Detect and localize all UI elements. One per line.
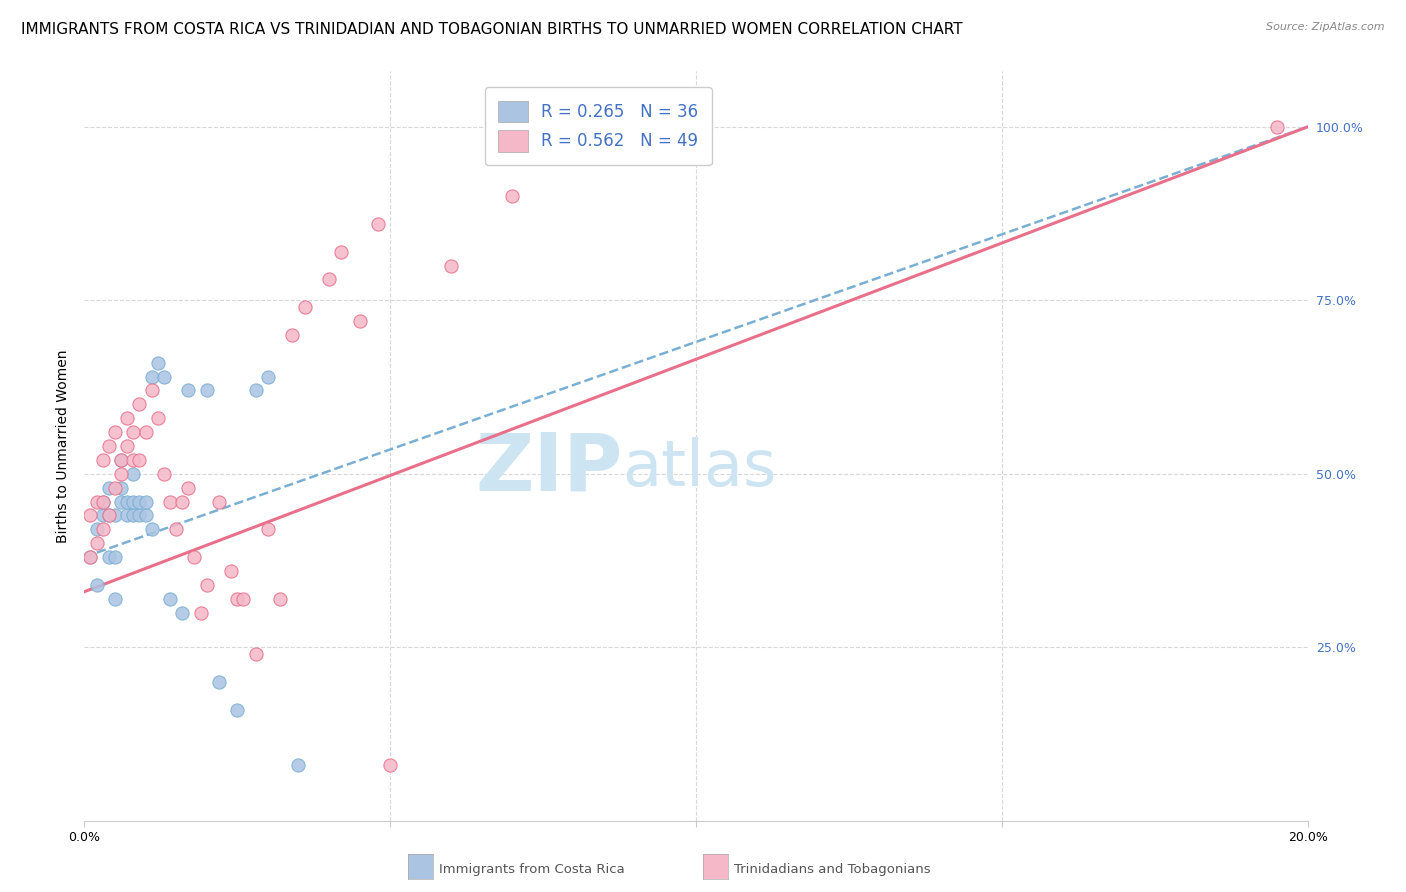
Point <box>97 549 120 564</box>
Point <box>159 591 181 606</box>
Point <box>122 453 145 467</box>
Point <box>128 494 150 508</box>
Point <box>122 494 145 508</box>
Point <box>269 591 291 606</box>
Point <box>165 522 187 536</box>
Text: ZIP: ZIP <box>475 429 623 508</box>
Point <box>115 411 138 425</box>
Point <box>146 356 169 370</box>
Point <box>86 522 108 536</box>
Point <box>135 494 157 508</box>
Point <box>104 549 127 564</box>
Point <box>141 369 163 384</box>
Point <box>110 494 132 508</box>
Point <box>86 578 108 592</box>
Point <box>104 425 127 439</box>
Point <box>128 453 150 467</box>
Point <box>654 134 676 148</box>
Point <box>115 508 138 523</box>
Point <box>624 147 647 161</box>
Point <box>177 384 200 398</box>
Point <box>146 411 169 425</box>
Point <box>135 425 157 439</box>
Point <box>97 508 120 523</box>
Point <box>153 467 176 481</box>
Point <box>257 522 280 536</box>
Point <box>219 564 242 578</box>
Point <box>91 522 114 536</box>
Point <box>110 453 132 467</box>
Point <box>172 494 194 508</box>
Point <box>86 536 108 550</box>
Point <box>91 494 114 508</box>
Point <box>79 508 101 523</box>
Point <box>91 453 114 467</box>
Point <box>115 494 138 508</box>
Point <box>172 606 194 620</box>
Point <box>110 453 132 467</box>
Point <box>380 758 402 772</box>
Point <box>135 508 157 523</box>
Point <box>440 259 463 273</box>
Text: Source: ZipAtlas.com: Source: ZipAtlas.com <box>1267 22 1385 32</box>
Point <box>128 397 150 411</box>
Point <box>281 328 304 343</box>
Point <box>86 494 108 508</box>
Point <box>97 481 120 495</box>
Point <box>104 481 127 495</box>
Point <box>195 384 218 398</box>
Point <box>349 314 371 328</box>
Point <box>245 647 267 661</box>
Point <box>110 481 132 495</box>
Point <box>97 439 120 453</box>
Point <box>91 494 114 508</box>
Point <box>294 300 316 314</box>
Point <box>208 494 231 508</box>
Point <box>190 606 212 620</box>
Point <box>177 481 200 495</box>
Point <box>122 467 145 481</box>
Point <box>195 578 218 592</box>
Point <box>153 369 176 384</box>
Point <box>128 508 150 523</box>
Point <box>110 467 132 481</box>
Point <box>245 384 267 398</box>
Y-axis label: Births to Unmarried Women: Births to Unmarried Women <box>56 350 70 542</box>
Point <box>91 508 114 523</box>
Point <box>330 244 353 259</box>
Point <box>226 703 249 717</box>
Point <box>97 508 120 523</box>
Point <box>1265 120 1288 134</box>
Point <box>159 494 181 508</box>
Text: Immigrants from Costa Rica: Immigrants from Costa Rica <box>439 863 624 876</box>
Point <box>183 549 205 564</box>
Point <box>115 439 138 453</box>
Point <box>367 217 389 231</box>
Point <box>141 384 163 398</box>
Point <box>104 508 127 523</box>
Point <box>502 189 524 203</box>
Point <box>141 522 163 536</box>
Point <box>208 674 231 689</box>
Text: Trinidadians and Tobagonians: Trinidadians and Tobagonians <box>734 863 931 876</box>
Point <box>79 549 101 564</box>
Point <box>318 272 340 286</box>
Point <box>122 425 145 439</box>
Point <box>287 758 309 772</box>
Point <box>226 591 249 606</box>
Text: IMMIGRANTS FROM COSTA RICA VS TRINIDADIAN AND TOBAGONIAN BIRTHS TO UNMARRIED WOM: IMMIGRANTS FROM COSTA RICA VS TRINIDADIA… <box>21 22 963 37</box>
Legend: R = 0.265   N = 36, R = 0.562   N = 49: R = 0.265 N = 36, R = 0.562 N = 49 <box>485 87 711 165</box>
Text: atlas: atlas <box>623 437 778 500</box>
Point <box>122 508 145 523</box>
Point <box>257 369 280 384</box>
Point <box>104 591 127 606</box>
Point <box>232 591 254 606</box>
Point <box>79 549 101 564</box>
